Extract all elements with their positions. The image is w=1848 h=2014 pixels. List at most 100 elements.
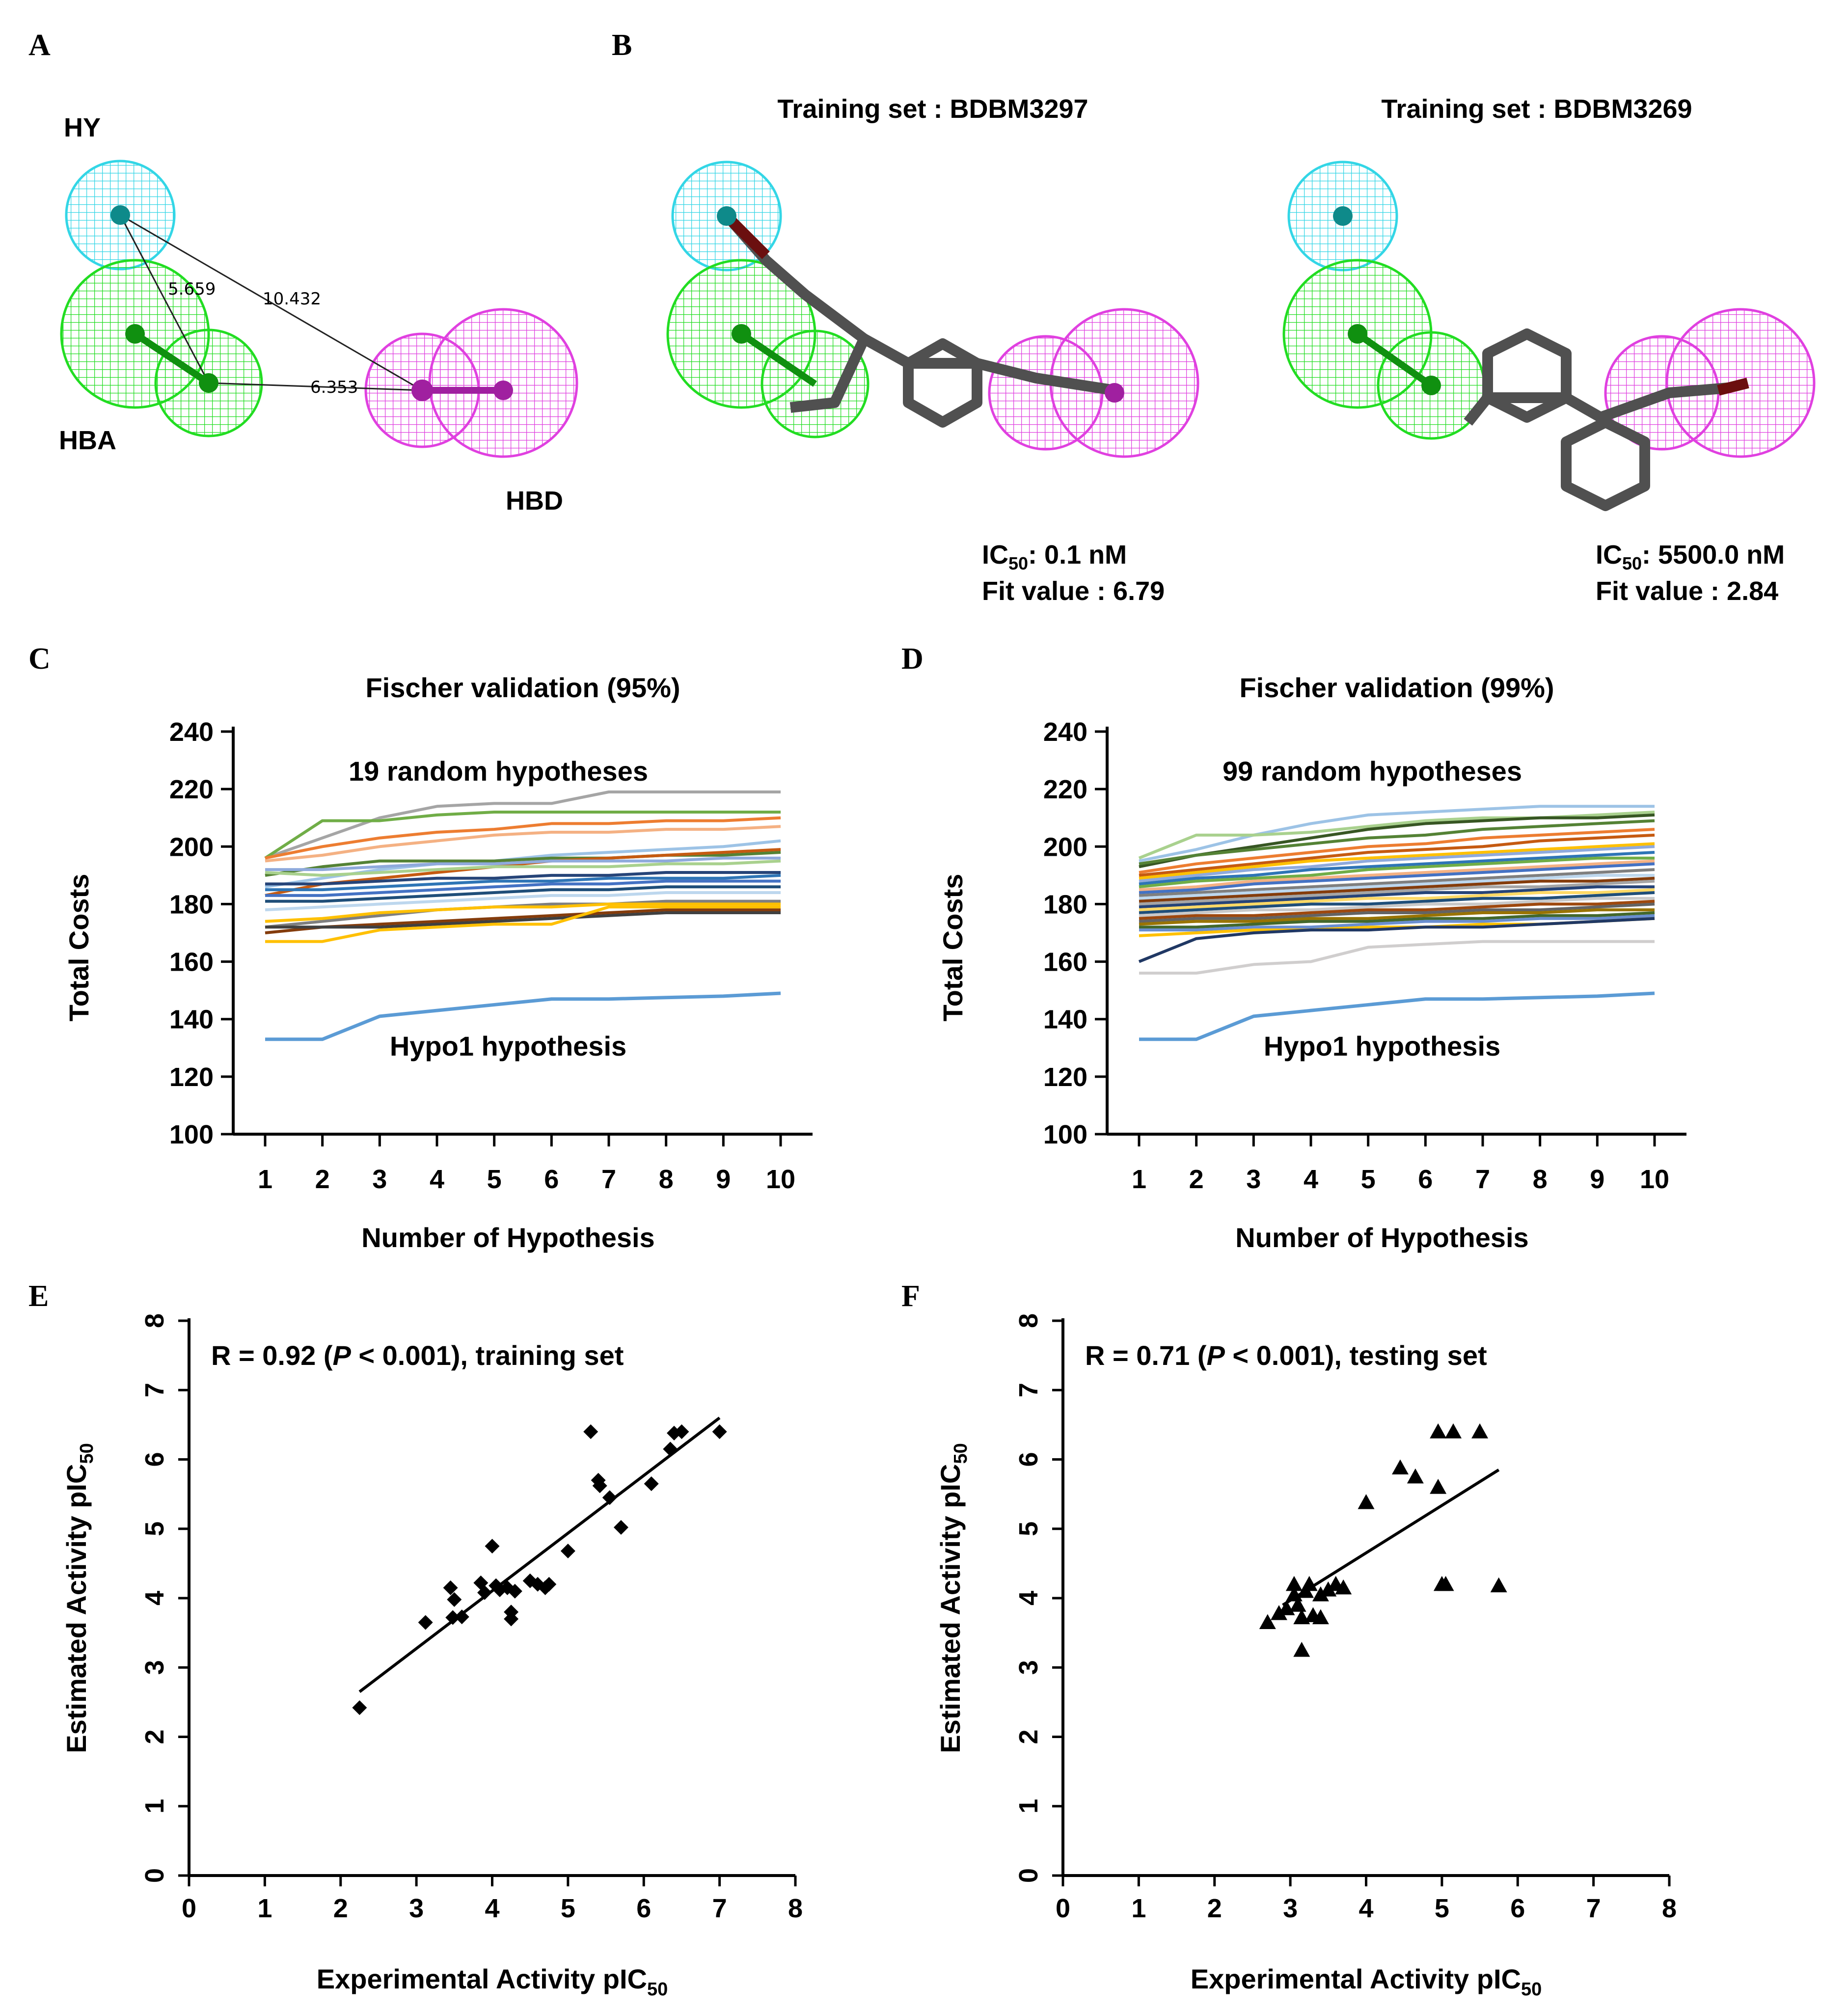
x-tick-label: 8 (788, 1894, 803, 1923)
x-tick-label: 7 (1586, 1894, 1601, 1923)
data-point-diamond (485, 1539, 500, 1554)
hy-label: HY (64, 113, 101, 142)
chart-fischer-99: Fischer validation (99%) 100 120 140 160 180 2… (937, 672, 1686, 1253)
random-series-line (264, 811, 781, 860)
annotation-random-hypotheses: 19 random hypotheses (349, 756, 648, 787)
y-tick-label: 6 (140, 1452, 169, 1467)
panel-letter-a: A (28, 28, 51, 62)
random-series-line (1139, 914, 1655, 932)
y-tick-label: 4 (140, 1591, 169, 1606)
y-tick-label: 140 (169, 1005, 214, 1034)
x-tick-label: 3 (1283, 1894, 1298, 1923)
data-point-diamond (613, 1520, 628, 1535)
random-series-line (265, 891, 781, 912)
random-series-line (1139, 805, 1655, 863)
x-tick-label: 5 (561, 1894, 575, 1923)
distance-label-3: 6.353 (310, 378, 358, 397)
data-point-triangle (1430, 1423, 1447, 1439)
y-tick-label: 240 (1043, 717, 1087, 747)
y-tick-label: 6 (1014, 1452, 1043, 1467)
left-ic50-line: IC50: 0.1 nM (982, 540, 1127, 573)
y-tick-label: 220 (169, 775, 214, 804)
x-tick-label: 9 (716, 1165, 731, 1194)
x-tick-label: 3 (409, 1894, 424, 1923)
regression-line (1282, 1469, 1500, 1606)
data-point-triangle (1301, 1576, 1318, 1591)
data-point-diamond (477, 1585, 492, 1600)
chart-testing-correlation: 0 1 2 3 4 5 6 7 8 0 1 2 3 4 5 6 7 8 R = 0.71 (P < 0.001), … (935, 1313, 1677, 2000)
x-tick-label: 0 (1056, 1894, 1070, 1923)
x-tick-label: 8 (659, 1165, 674, 1194)
data-point-diamond (352, 1700, 367, 1715)
random-series-line (1139, 859, 1655, 892)
x-tick-label: 8 (1533, 1165, 1548, 1194)
y-tick-label: 5 (140, 1522, 169, 1536)
data-point-triangle (1312, 1586, 1329, 1602)
training-set-right: Training set : BDBM3269 IC50: 5500.0 nM … (1282, 94, 1816, 606)
x-tick-label: 1 (1131, 1894, 1146, 1923)
distance-line-hy-hba (119, 215, 210, 383)
hbd-label: HBD (506, 486, 563, 516)
data-point-triangle (1320, 1581, 1337, 1597)
left-molecule-ring (903, 338, 982, 428)
random-series-line (265, 859, 781, 877)
random-series-line (1139, 902, 1655, 923)
right-molecule-ring-2 (1561, 417, 1650, 511)
x-tick-label: 7 (712, 1894, 727, 1923)
right-hy-atom (1333, 206, 1353, 226)
data-point-triangle (1430, 1479, 1447, 1494)
y-tick-label: 160 (1043, 948, 1087, 977)
hbd-center-atom-1 (411, 380, 433, 401)
x-tick-label: 10 (766, 1165, 795, 1194)
panel-letter-b: B (612, 28, 632, 62)
y-axis-label: Estimated Activity pIC50 (61, 1443, 97, 1753)
random-series-line (1139, 862, 1655, 894)
y-axis-label: Total Costs (937, 874, 968, 1022)
random-series-line (1139, 885, 1655, 909)
panel-letter-e: E (28, 1279, 49, 1313)
annotation-hypo1: Hypo1 hypothesis (390, 1031, 626, 1061)
y-tick-label: 8 (140, 1313, 169, 1328)
x-tick-label: 1 (257, 1894, 272, 1923)
x-tick-label: 2 (333, 1894, 348, 1923)
y-tick-label: 180 (1043, 890, 1087, 919)
x-tick-label: 4 (1304, 1165, 1318, 1194)
x-tick-label: 2 (315, 1165, 330, 1194)
chart-title: Fischer validation (99%) (1239, 672, 1554, 703)
distance-label-2: 10.432 (263, 289, 321, 309)
y-tick-label: 120 (169, 1062, 214, 1092)
y-tick-label: 3 (140, 1660, 169, 1675)
x-tick-label: 3 (372, 1165, 387, 1194)
hbd-center-atom-2 (493, 381, 513, 400)
y-tick-label: 7 (1014, 1383, 1043, 1397)
panel-letter-c: C (28, 642, 51, 676)
x-tick-label: 5 (1361, 1165, 1376, 1194)
panel-letter-f: F (901, 1279, 920, 1313)
data-point-diamond (663, 1442, 678, 1457)
data-point-triangle (1391, 1459, 1409, 1475)
hypo1-series-line (1139, 991, 1655, 1041)
right-molecule-backbone (1464, 382, 1729, 426)
random-series-line (265, 871, 781, 886)
random-series-line (1139, 899, 1655, 920)
x-tick-label: 4 (430, 1165, 444, 1194)
left-hbd-atom (1105, 383, 1124, 403)
random-series-line (265, 879, 781, 897)
random-series-line (1139, 833, 1655, 877)
annotation-random-hypotheses: 99 random hypotheses (1223, 756, 1522, 787)
y-tick-label: 1 (140, 1799, 169, 1814)
right-hba-vector (1355, 331, 1434, 388)
data-point-triangle (1358, 1494, 1375, 1509)
right-molecule-ring-1 (1482, 328, 1572, 423)
x-tick-label: 8 (1662, 1894, 1677, 1923)
random-series-line (1139, 856, 1655, 889)
x-tick-label: 1 (258, 1165, 272, 1194)
y-tick-label: 240 (169, 717, 214, 747)
random-series-line (1139, 868, 1655, 897)
right-hba-atom-2 (1421, 376, 1441, 395)
x-tick-label: 2 (1207, 1894, 1222, 1923)
right-fit-value: Fit value : 2.84 (1596, 576, 1778, 606)
x-tick-label: 4 (485, 1894, 499, 1923)
right-oxygen-bond (1717, 378, 1749, 396)
x-tick-label: 2 (1189, 1165, 1204, 1194)
